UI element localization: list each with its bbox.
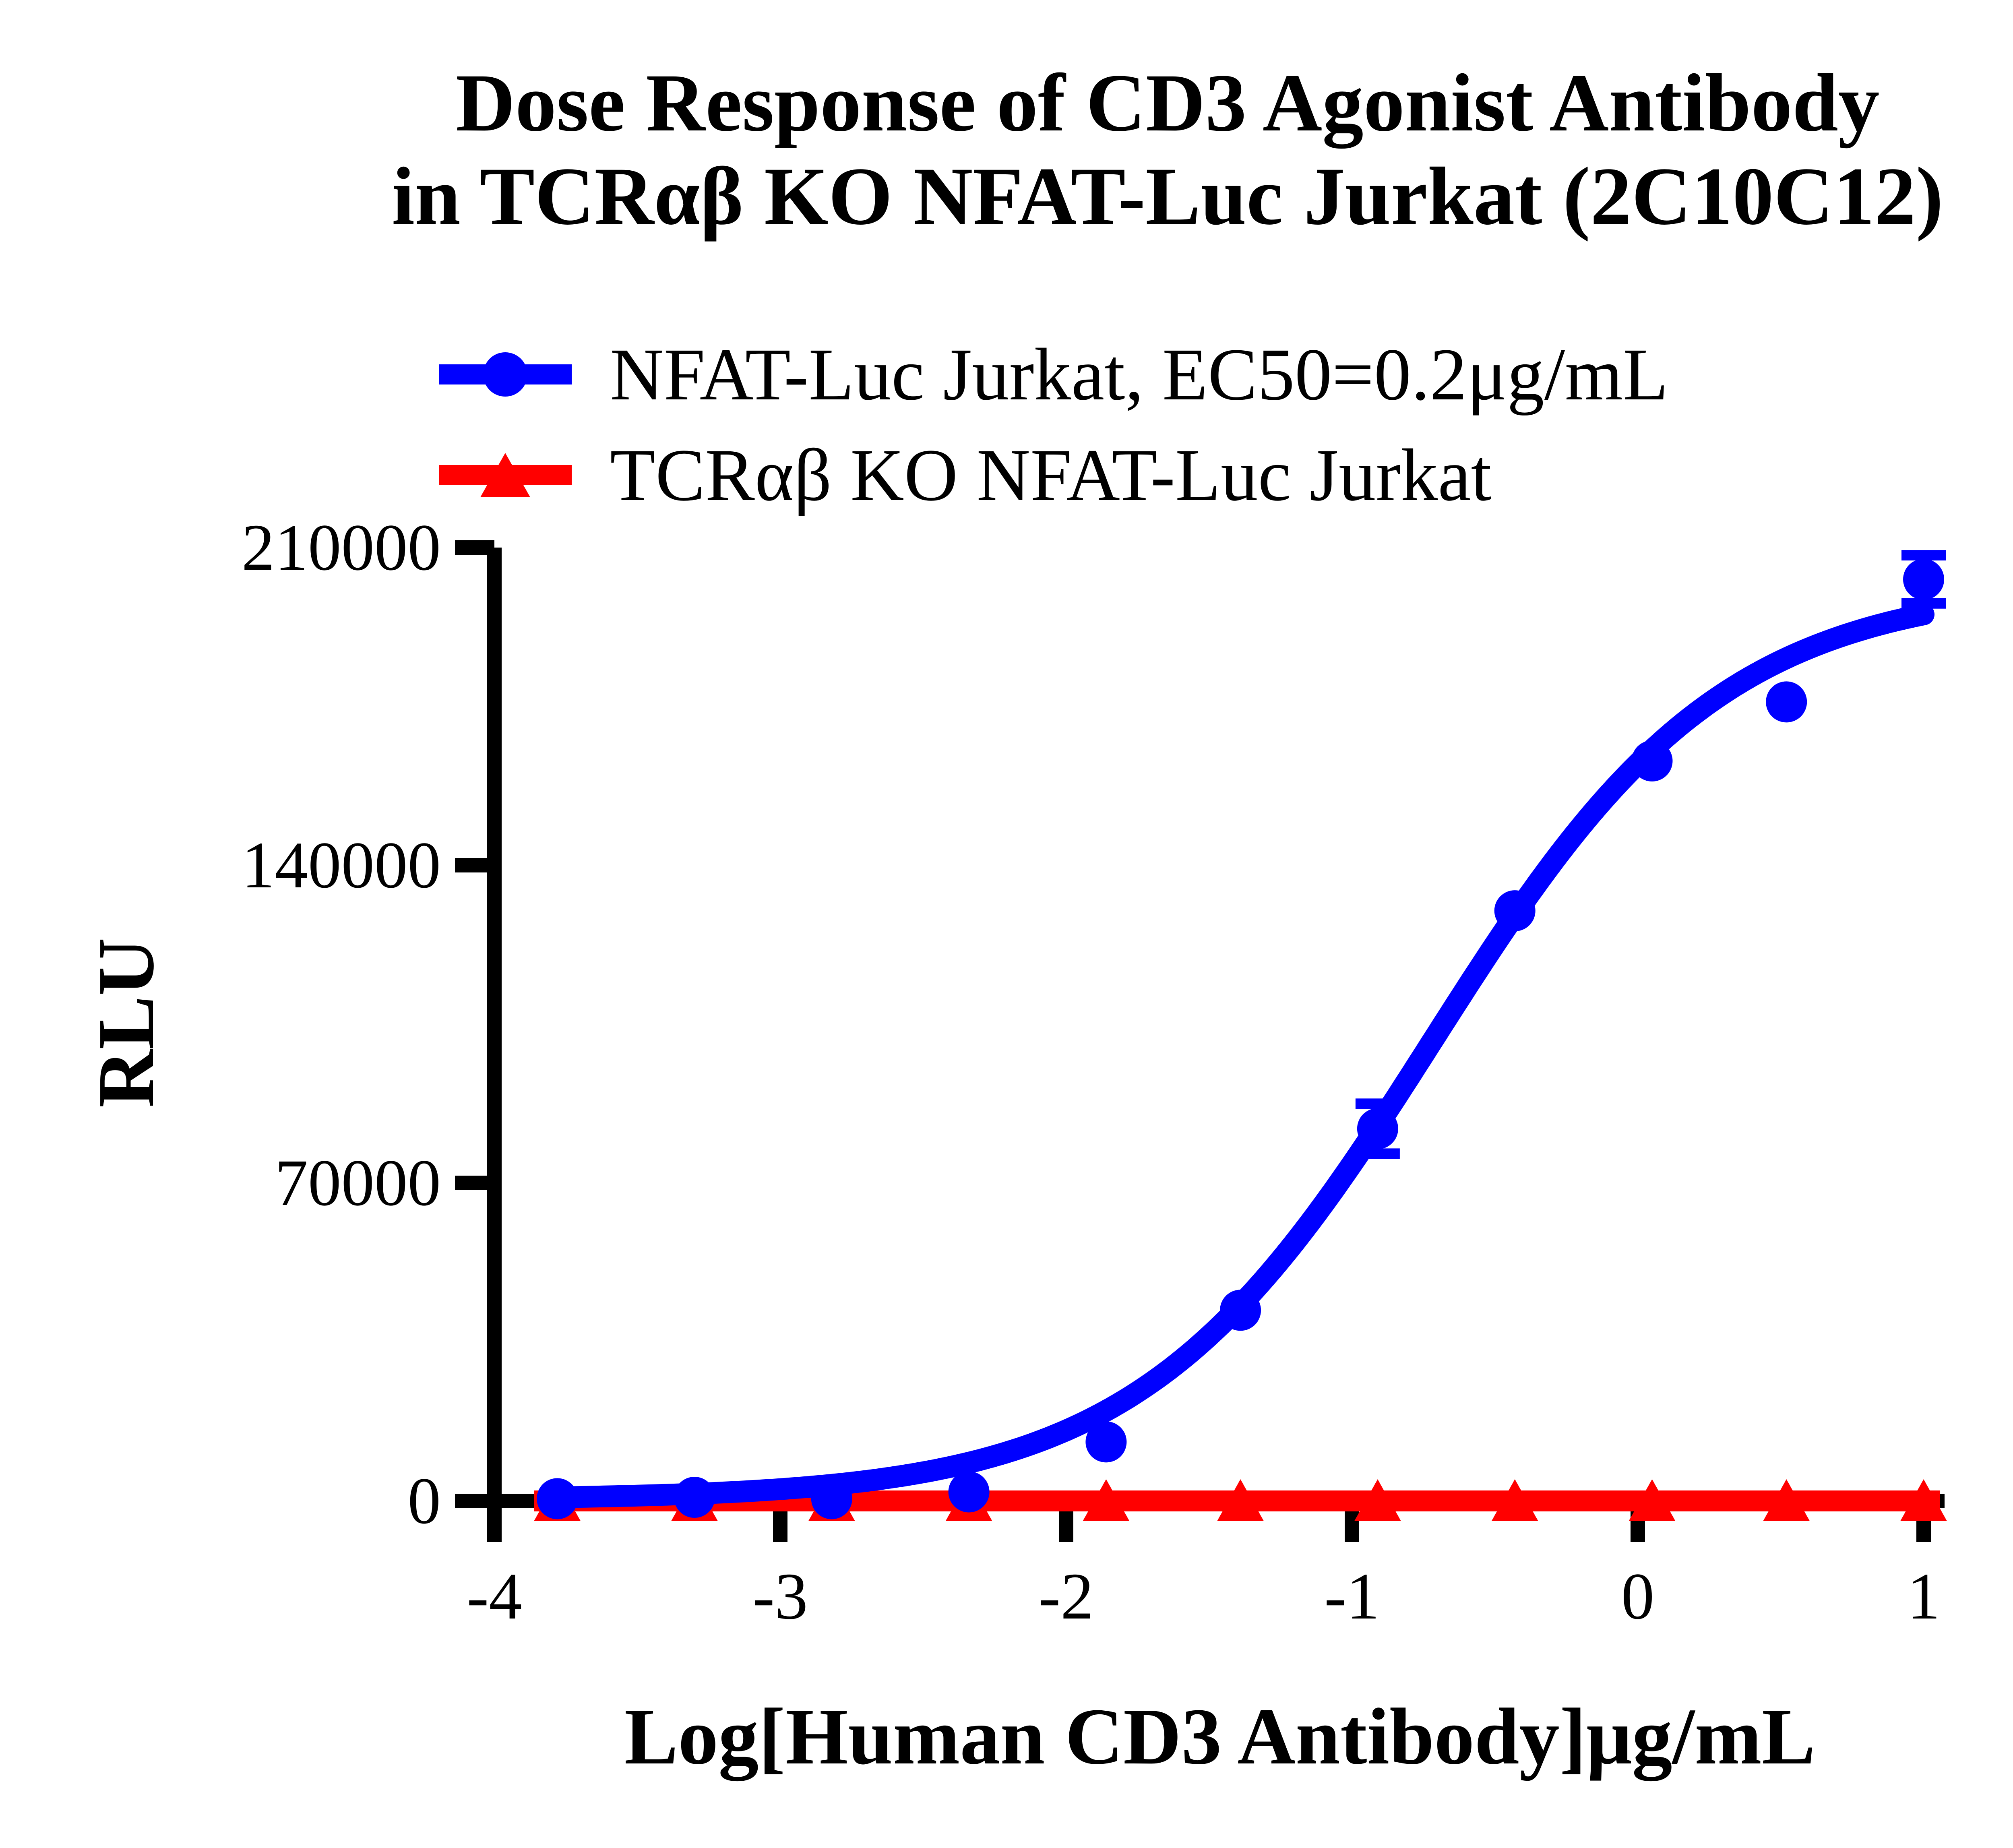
data-point-circle <box>1631 740 1673 781</box>
legend-label-tcrab-ko: TCRαβ KO NFAT-Luc Jurkat <box>610 434 1492 517</box>
x-tick-label: 0 <box>1621 1559 1655 1633</box>
legend-item-nfat: NFAT-Luc Jurkat, EC50=0.2μg/mL <box>439 324 1668 425</box>
chart-title-line2: in TCRαβ KO NFAT-Luc Jurkat (2C10C12) <box>392 150 1943 242</box>
data-point-circle <box>1494 890 1536 932</box>
y-tick-label: 70000 <box>275 1146 441 1220</box>
x-axis-title: Log[Human CD3 Antibody]μg/mL <box>624 1692 1815 1781</box>
x-tick-label: 1 <box>1907 1559 1941 1633</box>
chart-title: Dose Response of CD3 Agonist Antibody in… <box>225 56 2013 243</box>
legend-marker-tcrab-ko <box>439 425 572 525</box>
data-point-triangle <box>1629 1479 1676 1521</box>
x-tick-label: -1 <box>1324 1559 1379 1633</box>
x-tick-label: -3 <box>752 1559 808 1633</box>
data-point-triangle <box>1083 1479 1130 1521</box>
fit-curve <box>546 604 1934 1508</box>
y-tick-label: 140000 <box>242 828 441 902</box>
data-point-circle <box>674 1476 715 1518</box>
data-point-triangle <box>1354 1479 1401 1521</box>
data-point-circle <box>537 1478 578 1519</box>
x-tick-labels: -4 -3 -2 -1 0 1 <box>467 1559 1940 1633</box>
data-point-circle <box>811 1478 852 1519</box>
data-point-triangle <box>1900 1479 1947 1521</box>
y-axis-title: RLU <box>82 938 171 1108</box>
data-point-triangle <box>1491 1479 1538 1521</box>
legend-item-tcrab-ko: TCRαβ KO NFAT-Luc Jurkat <box>439 425 1668 525</box>
data-point-circle <box>948 1471 990 1513</box>
data-series-layer <box>534 550 1947 1521</box>
legend: NFAT-Luc Jurkat, EC50=0.2μg/mL TCRαβ KO … <box>439 324 1668 525</box>
legend-label-nfat: NFAT-Luc Jurkat, EC50=0.2μg/mL <box>610 333 1668 416</box>
data-point-circle <box>1220 1290 1261 1331</box>
y-tick-labels: 0 70000 140000 210000 <box>242 511 441 1538</box>
chart-title-line1: Dose Response of CD3 Agonist Antibody <box>455 57 1880 149</box>
legend-marker-nfat <box>439 324 572 425</box>
data-point-circle <box>1766 681 1807 723</box>
x-tick-label: -2 <box>1038 1559 1093 1633</box>
triangle-marker-icon <box>480 453 530 497</box>
circle-marker-icon <box>483 352 527 397</box>
data-point-circle <box>1085 1421 1127 1463</box>
y-tick-label: 0 <box>408 1464 441 1538</box>
data-point-circle <box>1903 558 1944 600</box>
data-point-triangle <box>1763 1479 1810 1521</box>
data-point-circle <box>1357 1108 1398 1149</box>
y-tick-label: 210000 <box>242 511 441 584</box>
x-tick-label: -4 <box>467 1559 522 1633</box>
data-point-triangle <box>1217 1479 1264 1521</box>
